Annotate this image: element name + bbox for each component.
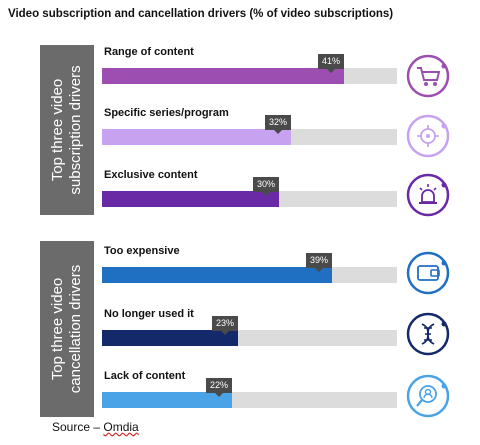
source-note: Source – Omdia	[52, 420, 139, 434]
bar-label: No longer used it	[104, 308, 194, 320]
bar-value-label: 32%	[265, 115, 291, 134]
bar-value-label: 39%	[306, 253, 332, 272]
alarm-light-icon	[405, 172, 451, 218]
bar	[102, 129, 291, 145]
bar-track: 22%	[102, 378, 397, 408]
bar-value-label: 30%	[253, 177, 279, 196]
source-name: Omdia	[103, 420, 139, 434]
cancellation-panel-line1: Top three video	[49, 277, 66, 381]
target-icon	[405, 113, 451, 159]
chart-title: Video subscription and cancellation driv…	[8, 8, 394, 20]
bar-track: 39%	[102, 253, 397, 283]
subscription-panel-line1: Top three video	[49, 78, 66, 182]
cancellation-panel-line2: cancellation drivers	[67, 264, 84, 394]
bar-track: 23%	[102, 316, 397, 346]
bar-row: Too expensive 39%	[102, 245, 398, 289]
bar	[102, 68, 344, 84]
bar-label: Lack of content	[104, 370, 186, 382]
dna-icon	[405, 311, 451, 357]
bar-track: 32%	[102, 115, 397, 145]
bar	[102, 267, 332, 283]
bar	[102, 392, 232, 408]
bar-label: Range of content	[104, 46, 194, 58]
bar-value-label: 41%	[318, 54, 344, 73]
bar-row: Range of content 41%	[102, 46, 398, 90]
bar-value-label: 23%	[212, 316, 238, 335]
wallet-icon	[405, 250, 451, 296]
bar-row: No longer used it 23%	[102, 308, 398, 352]
bar-row: Lack of content 22%	[102, 370, 398, 414]
bar-label: Too expensive	[104, 245, 180, 257]
source-prefix: Source –	[52, 420, 104, 434]
bar	[102, 191, 279, 207]
bar-value-label: 22%	[206, 378, 232, 397]
shopping-cart-icon	[405, 53, 451, 99]
search-person-icon	[405, 373, 451, 419]
subscription-panel-label: Top three video subscription drivers	[40, 45, 94, 215]
bar-track: 30%	[102, 177, 397, 207]
cancellation-panel-label: Top three video cancellation drivers	[40, 241, 94, 417]
bar-label: Specific series/program	[104, 107, 229, 119]
bar-track: 41%	[102, 54, 397, 84]
bar-label: Exclusive content	[104, 169, 198, 181]
bar	[102, 330, 238, 346]
bar-row: Specific series/program 32%	[102, 107, 398, 151]
bar-row: Exclusive content 30%	[102, 169, 398, 213]
subscription-panel-line2: subscription drivers	[67, 65, 84, 195]
